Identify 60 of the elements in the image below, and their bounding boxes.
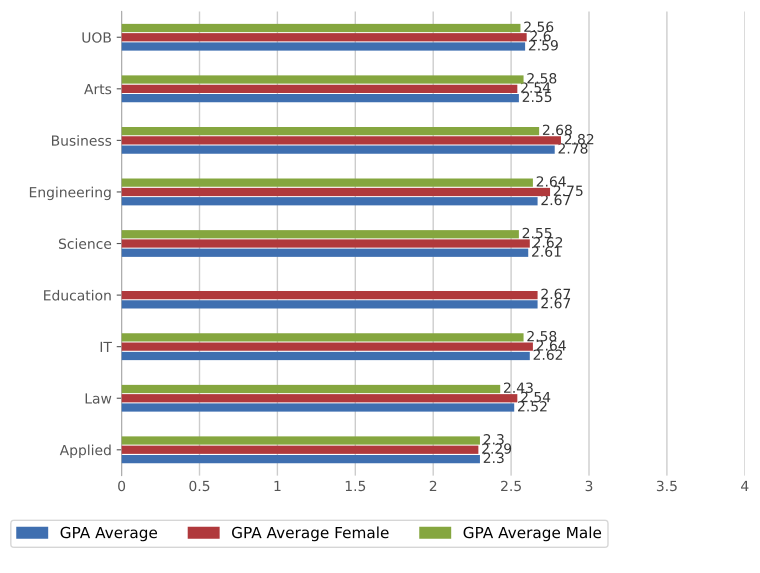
x-tick-label: 3.5: [656, 480, 677, 492]
data-label: 2.54: [521, 392, 550, 402]
bar: [122, 384, 500, 394]
bar: [122, 84, 518, 93]
legend-label: GPA Average Female: [232, 526, 389, 542]
data-label: 2.58: [527, 73, 556, 84]
y-tick-label: Applied: [60, 444, 111, 458]
data-label: 2.43: [504, 382, 533, 393]
data-label: 2.78: [558, 143, 588, 154]
bar: [122, 454, 480, 464]
bar: [122, 197, 538, 206]
bar: [122, 239, 530, 248]
bar: [122, 126, 540, 136]
y-tick-label: Education: [44, 290, 111, 301]
bar: [122, 178, 533, 187]
bar: [122, 436, 480, 445]
bar: [122, 230, 519, 238]
data-label: 2.68: [542, 124, 572, 136]
x-tick-label: 1.5: [346, 480, 366, 492]
bar: [122, 403, 514, 412]
x-tick-label: 2: [430, 480, 436, 492]
data-label: 2.55: [522, 228, 552, 238]
bar: [122, 24, 520, 32]
bar: [122, 342, 533, 351]
y-tick-label: Business: [52, 135, 112, 146]
bar: [122, 146, 555, 154]
bar: [122, 188, 550, 196]
bar: [122, 333, 524, 342]
data-label: 2.56: [524, 21, 554, 32]
data-label: 2.59: [528, 40, 558, 51]
bar: [122, 75, 524, 84]
data-label: 2.64: [536, 340, 566, 351]
y-tick-label: Arts: [84, 84, 112, 94]
legend-label: GPA Average Male: [464, 526, 602, 542]
legend-label: GPA Average: [60, 526, 158, 542]
x-tick-label: 1: [274, 480, 281, 492]
bar: [122, 446, 478, 454]
data-label: 2.52: [518, 401, 547, 412]
bar: [122, 394, 518, 402]
bar: [122, 352, 530, 360]
bar: [122, 136, 561, 145]
x-tick-label: 2.5: [501, 480, 521, 492]
data-label: 2.62: [534, 349, 562, 360]
x-tick-label: 4: [741, 480, 748, 492]
data-label: 2.64: [536, 176, 566, 187]
y-tick-label: Science: [58, 238, 112, 249]
bar: [122, 42, 526, 51]
bar: [122, 248, 528, 257]
data-label: 2.58: [527, 330, 556, 342]
bar: [122, 94, 519, 102]
y-tick-label: IT: [100, 342, 112, 352]
x-tick-label: 0.5: [189, 480, 210, 492]
bar: [122, 290, 538, 300]
bar: [122, 300, 538, 309]
x-tick-label: 3: [586, 480, 592, 492]
y-tick-label: Law: [86, 393, 112, 404]
x-tick-label: 0: [118, 480, 126, 492]
y-tick-label: UOB: [82, 32, 111, 43]
y-tick-label: Engineering: [30, 186, 111, 200]
bar: [122, 33, 527, 42]
